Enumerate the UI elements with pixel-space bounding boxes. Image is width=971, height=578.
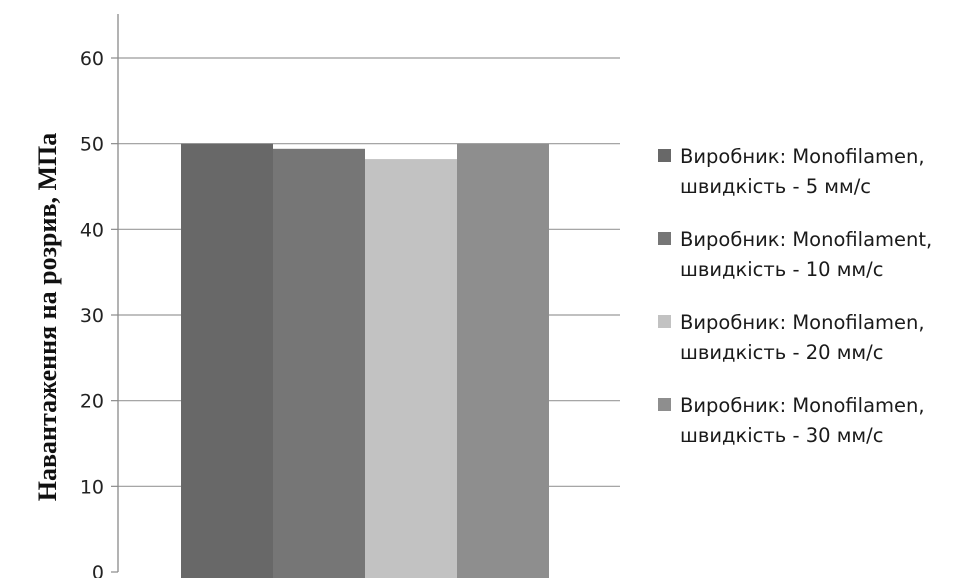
legend-swatch	[658, 398, 671, 411]
bar-series-3	[365, 159, 457, 578]
legend-swatch	[658, 149, 671, 162]
bar-series-4	[457, 143, 549, 578]
y-tick-label: 40	[80, 219, 104, 241]
legend-swatch	[658, 315, 671, 328]
legend-label: Виробник: Monofilamen, швидкість - 20 мм…	[680, 311, 925, 364]
bar-series-2	[273, 148, 365, 578]
legend-swatch	[658, 232, 671, 245]
bar-series-1	[181, 143, 273, 578]
y-tick-label: 30	[80, 305, 104, 327]
y-tick-label: 10	[80, 476, 104, 498]
legend-item: Виробник: Monofilament, швидкість - 10 м…	[658, 225, 968, 285]
legend-item: Виробник: Monofilamen, швидкість - 20 мм…	[658, 308, 968, 368]
y-tick-label: 0	[92, 562, 104, 578]
y-tick-label: 60	[80, 48, 104, 70]
legend: Виробник: Monofilamen, швидкість - 5 мм/…	[658, 142, 968, 474]
legend-label: Виробник: Monofilament, швидкість - 10 м…	[680, 228, 933, 281]
y-tick-labels: 0 10 20 30 40 50 60	[80, 48, 118, 578]
legend-item: Виробник: Monofilamen, швидкість - 5 мм/…	[658, 142, 968, 202]
legend-label: Виробник: Monofilamen, швидкість - 5 мм/…	[680, 145, 925, 198]
y-axis-label: Навантаження на розрив, МПа	[33, 133, 62, 502]
y-tick-label: 20	[80, 391, 104, 413]
legend-label: Виробник: Monofilamen, швидкість - 30 мм…	[680, 394, 925, 447]
y-tick-label: 50	[80, 134, 104, 156]
bars	[181, 143, 549, 578]
legend-item: Виробник: Monofilamen, швидкість - 30 мм…	[658, 391, 968, 451]
